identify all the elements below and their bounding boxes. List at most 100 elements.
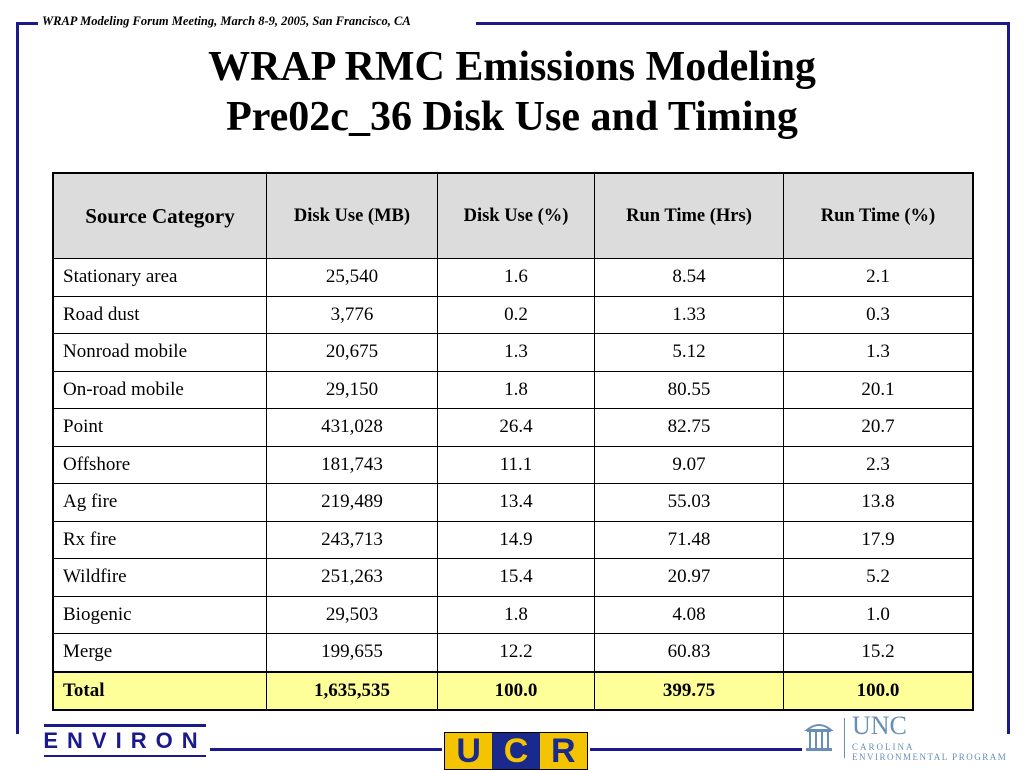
cell-disk-use-pct: 13.4 [437,483,595,522]
cell-disk-use-pct: 1.8 [437,370,595,409]
cell-run-time-hrs: 80.55 [594,370,784,409]
cell-disk-use-mb: 219,489 [266,483,438,522]
cell-run-time-pct: 2.3 [783,445,974,484]
old-well-icon [804,724,834,751]
cell-source-category: Nonroad mobile [52,333,267,372]
cell-run-time-pct: 15.2 [783,633,974,672]
cell-run-time-pct: 0.3 [783,295,974,334]
cell-run-time-hrs: 4.08 [594,595,784,634]
cell-run-time-pct: 2.1 [783,258,974,297]
cell-run-time-hrs: 8.54 [594,258,784,297]
unc-logo-name: UNC [852,711,907,740]
cell-disk-use-pct: 100.0 [437,670,595,711]
cell-disk-use-pct: 15.4 [437,558,595,597]
header-run-time-pct: Run Time (%) [783,172,974,259]
cell-run-time-hrs: 71.48 [594,520,784,559]
cell-run-time-pct: 13.8 [783,483,974,522]
unc-logo-line-1: CAROLINA [852,742,915,752]
cell-source-category: Offshore [52,445,267,484]
cell-source-category: Wildfire [52,558,267,597]
header-source-category: Source Category [52,172,267,259]
ucr-logo: U C R [444,732,588,770]
table-row: Rx fire 243,713 14.9 71.48 17.9 [52,520,974,559]
cell-run-time-pct: 20.1 [783,370,974,409]
unc-logo: UNC CAROLINA ENVIRONMENTAL PROGRAM [804,711,1008,764]
cell-run-time-hrs: 60.83 [594,633,784,672]
table-row: Ag fire 219,489 13.4 55.03 13.8 [52,483,974,522]
cell-source-category: Ag fire [52,483,267,522]
cell-run-time-hrs: 55.03 [594,483,784,522]
table-row: Biogenic 29,503 1.8 4.08 1.0 [52,595,974,634]
slide-title: WRAP RMC Emissions Modeling Pre02c_36 Di… [0,42,1024,142]
frame-left [16,22,19,734]
cell-source-category: Point [52,408,267,447]
cell-disk-use-mb: 251,263 [266,558,438,597]
ucr-logo-letter-c: C [492,733,540,769]
frame-bottom-segment-1 [210,748,442,751]
cell-source-category: Merge [52,633,267,672]
cell-run-time-pct: 1.0 [783,595,974,634]
cell-disk-use-pct: 1.6 [437,258,595,297]
table-row: On-road mobile 29,150 1.8 80.55 20.1 [52,370,974,409]
table-total-row: Total 1,635,535 100.0 399.75 100.0 [52,670,974,711]
cell-disk-use-mb: 199,655 [266,633,438,672]
meeting-header-note: WRAP Modeling Forum Meeting, March 8-9, … [42,14,411,28]
header-run-time-hrs: Run Time (Hrs) [594,172,784,259]
cell-source-category: Biogenic [52,595,267,634]
slide-title-line-2: Pre02c_36 Disk Use and Timing [226,94,798,140]
cell-source-category: On-road mobile [52,370,267,409]
table-row: Stationary area 25,540 1.6 8.54 2.1 [52,258,974,297]
cell-source-category: Total [52,670,267,711]
header-disk-use-pct: Disk Use (%) [437,172,595,259]
cell-source-category: Rx fire [52,520,267,559]
cell-disk-use-pct: 26.4 [437,408,595,447]
cell-disk-use-mb: 25,540 [266,258,438,297]
cell-run-time-hrs: 1.33 [594,295,784,334]
table-header-row: Source Category Disk Use (MB) Disk Use (… [52,172,974,259]
cell-disk-use-pct: 14.9 [437,520,595,559]
cell-disk-use-mb: 29,503 [266,595,438,634]
cell-disk-use-pct: 1.3 [437,333,595,372]
environ-logo: ENVIRON [43,724,206,757]
cell-source-category: Road dust [52,295,267,334]
slide-title-line-1: WRAP RMC Emissions Modeling [208,44,816,90]
cell-disk-use-mb: 181,743 [266,445,438,484]
cell-run-time-hrs: 399.75 [594,670,784,711]
cell-run-time-pct: 17.9 [783,520,974,559]
ucr-logo-letter-r: R [539,733,587,769]
cell-run-time-hrs: 20.97 [594,558,784,597]
cell-disk-use-pct: 1.8 [437,595,595,634]
cell-disk-use-mb: 20,675 [266,333,438,372]
ucr-logo-letter-u: U [445,733,493,769]
cell-disk-use-mb: 3,776 [266,295,438,334]
table-row: Merge 199,655 12.2 60.83 15.2 [52,633,974,672]
disk-use-timing-table: Source Category Disk Use (MB) Disk Use (… [52,172,974,711]
table-row: Wildfire 251,263 15.4 20.97 5.2 [52,558,974,597]
unc-logo-line-2: ENVIRONMENTAL PROGRAM [852,752,1008,762]
table-row: Nonroad mobile 20,675 1.3 5.12 1.3 [52,333,974,372]
cell-run-time-hrs: 82.75 [594,408,784,447]
cell-disk-use-pct: 12.2 [437,633,595,672]
cell-run-time-hrs: 5.12 [594,333,784,372]
frame-top-left [16,22,38,25]
cell-disk-use-mb: 243,713 [266,520,438,559]
cell-run-time-hrs: 9.07 [594,445,784,484]
frame-right [1007,22,1010,734]
table-row: Point 431,028 26.4 82.75 20.7 [52,408,974,447]
cell-run-time-pct: 20.7 [783,408,974,447]
cell-run-time-pct: 5.2 [783,558,974,597]
cell-disk-use-pct: 11.1 [437,445,595,484]
cell-disk-use-mb: 29,150 [266,370,438,409]
frame-top-right [476,22,1010,25]
table-row: Offshore 181,743 11.1 9.07 2.3 [52,445,974,484]
cell-run-time-pct: 100.0 [783,670,974,711]
table-body: Stationary area 25,540 1.6 8.54 2.1 Road dust… [52,258,974,711]
frame-bottom-segment-2 [590,748,802,751]
cell-source-category: Stationary area [52,258,267,297]
cell-disk-use-mb: 1,635,535 [266,670,438,711]
unc-logo-divider [844,718,845,758]
table-row: Road dust 3,776 0.2 1.33 0.3 [52,295,974,334]
cell-disk-use-mb: 431,028 [266,408,438,447]
header-disk-use-mb: Disk Use (MB) [266,172,438,259]
cell-run-time-pct: 1.3 [783,333,974,372]
